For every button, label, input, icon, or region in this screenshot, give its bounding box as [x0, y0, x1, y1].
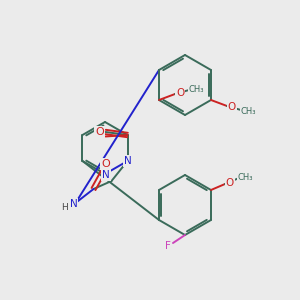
- Text: CH₃: CH₃: [237, 172, 253, 182]
- Text: N: N: [102, 170, 110, 180]
- Text: H: H: [61, 203, 68, 212]
- Text: O: O: [228, 102, 236, 112]
- Text: O: O: [226, 178, 234, 188]
- Text: CH₃: CH₃: [188, 85, 204, 94]
- Text: N: N: [70, 199, 77, 209]
- Text: F: F: [165, 241, 171, 251]
- Text: N: N: [124, 156, 131, 166]
- Text: O: O: [95, 127, 104, 137]
- Text: CH₃: CH₃: [240, 107, 256, 116]
- Text: O: O: [176, 88, 184, 98]
- Text: O: O: [101, 159, 110, 169]
